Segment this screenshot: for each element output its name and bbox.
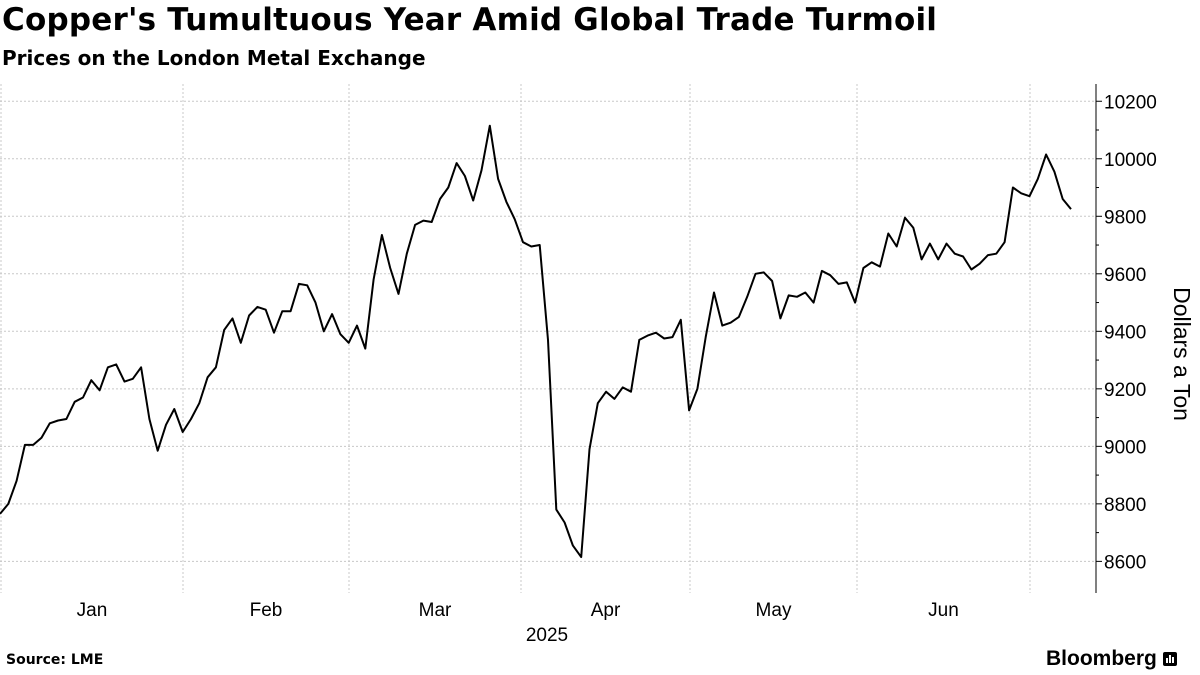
chart-subtitle: Prices on the London Metal Exchange — [2, 46, 426, 70]
y-tick-label: 8800 — [1104, 495, 1146, 516]
gridlines — [0, 84, 1096, 593]
y-tick-label: 9000 — [1104, 437, 1146, 458]
bloomberg-bars-icon — [1162, 652, 1177, 666]
y-tick-label: 9800 — [1104, 207, 1146, 228]
y-tick-label: 8600 — [1104, 552, 1146, 573]
x-tick-label: Mar — [419, 600, 452, 621]
x-tick-label: Feb — [250, 600, 283, 621]
brand-name: Bloomberg — [1046, 647, 1157, 670]
chart-title: Copper's Tumultuous Year Amid Global Tra… — [2, 2, 938, 38]
y-tick-label: 10000 — [1104, 150, 1157, 171]
y-tick-label: 9600 — [1104, 265, 1146, 286]
y-axis-title: Dollars a Ton — [1169, 287, 1195, 421]
x-tick-label: Jun — [928, 600, 959, 621]
y-tick-label: 9400 — [1104, 322, 1146, 343]
source-note: Source: LME — [6, 652, 104, 668]
x-tick-label: Apr — [591, 600, 621, 621]
x-tick-label: Jan — [77, 600, 108, 621]
x-axis-labels: Jan Feb Mar Apr May Jun — [77, 600, 959, 621]
y-tick-label: 10200 — [1104, 92, 1157, 113]
y-axis-ticks: 8600 8800 9000 9200 9400 9600 9800 10000 10200 — [1096, 92, 1157, 573]
x-axis-year-label: 2025 — [526, 625, 568, 646]
series-line-copper-price — [0, 124, 1072, 559]
x-tick-label: May — [756, 600, 792, 621]
y-tick-label: 9200 — [1104, 380, 1146, 401]
bloomberg-logo: Bloomberg — [1046, 647, 1177, 671]
